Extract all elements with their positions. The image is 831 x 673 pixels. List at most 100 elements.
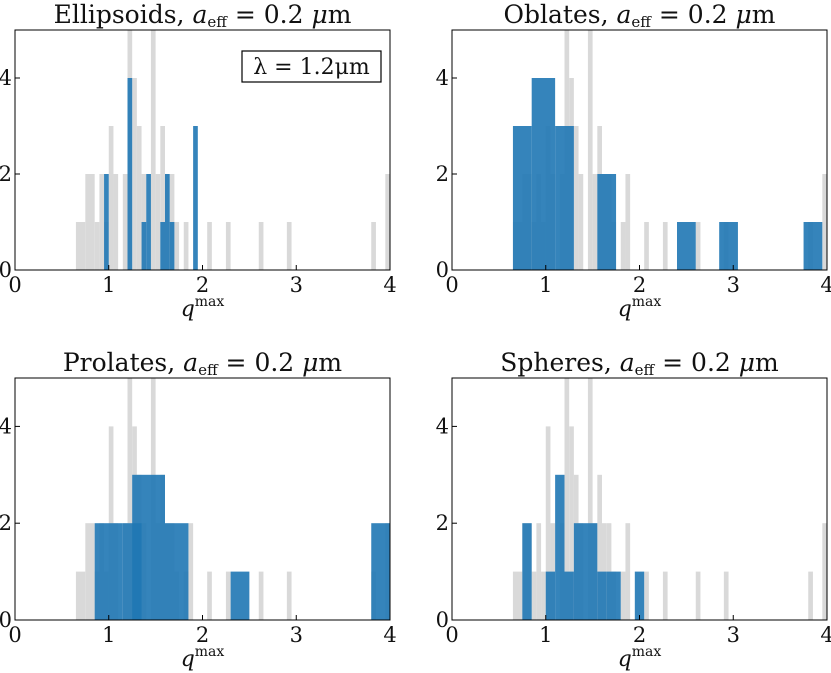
blue-bar (146, 174, 151, 270)
gray-bar (723, 571, 729, 620)
blue-bar (127, 78, 133, 270)
gray-bar (127, 378, 133, 620)
x-tick-label: 2 (196, 273, 209, 297)
x-tick-label: 4 (820, 623, 831, 647)
panel-4: 0 1 2 3 4 0 2 4 Spheres, aeff = 0.2 μm qmax (436, 348, 831, 672)
panel-title: Spheres, aeff = 0.2 μm (500, 348, 779, 379)
title-sub: eff (198, 361, 219, 379)
gray-bar (578, 174, 584, 270)
wavelength-annotation: λ = 1.2μm (253, 55, 370, 80)
title-unit: m (318, 348, 342, 377)
gray-bar (625, 523, 631, 620)
gray-bar (822, 523, 827, 620)
blue-bar (371, 523, 390, 620)
title-name: Spheres, (500, 348, 620, 377)
title-mu: μ (302, 348, 318, 377)
gray-bar (569, 426, 574, 620)
panel-title: Oblates, aeff = 0.2 μm (504, 0, 776, 31)
y-tick-label: 0 (436, 258, 449, 282)
title-eq: = 0.2 (651, 0, 736, 29)
gray-bar (113, 174, 119, 270)
blue-bar (677, 222, 696, 270)
gray-bar (695, 222, 701, 270)
y-tick-label: 2 (436, 162, 449, 186)
gray-bar (545, 426, 551, 620)
y-tick-label: 0 (0, 608, 12, 632)
x-axis-label: qmax (181, 644, 225, 672)
gray-bar (188, 523, 194, 620)
blue-bar (132, 474, 165, 620)
y-tick-label: 4 (0, 66, 12, 90)
title-var: a (620, 348, 635, 377)
blue-bar (545, 571, 556, 620)
x-tick-label: 4 (383, 273, 396, 297)
gray-bar (94, 222, 100, 270)
x-axis-label: qmax (181, 294, 225, 322)
blue-bar (597, 174, 617, 270)
x-tick-label: 2 (196, 623, 209, 647)
title-unit: m (752, 0, 776, 29)
title-sub: eff (207, 13, 228, 31)
blue-bar (555, 126, 574, 270)
gray-bar (573, 126, 579, 270)
gray-bar (75, 571, 86, 620)
gray-bar (371, 222, 376, 270)
panel-3: 0 1 2 3 4 0 2 4 Prolates, aeff = 0.2 μm qmax (0, 348, 397, 672)
y-tick-label: 2 (0, 511, 12, 535)
gray-bar (564, 378, 570, 620)
title-unit: m (755, 348, 779, 377)
gray-bar (541, 571, 546, 620)
y-tick-label: 2 (436, 511, 449, 535)
blue-bar (522, 523, 532, 620)
title-sub: eff (635, 361, 656, 379)
gray-bar (85, 523, 95, 620)
y-tick-label: 4 (0, 414, 12, 438)
gray-bar (695, 571, 701, 620)
gray-bar (136, 126, 142, 270)
gray-bar (174, 222, 180, 270)
x-tick-label: 0 (445, 273, 458, 297)
panel-title: Ellipsoids, aeff = 0.2 μm (54, 0, 352, 31)
blue-bar (104, 174, 109, 270)
gray-bar (225, 222, 231, 270)
x-axis-label: qmax (618, 644, 662, 672)
annotation-box (241, 50, 382, 83)
gray-bar (385, 174, 390, 270)
gray-bar (625, 174, 631, 270)
x-tick-label: 0 (445, 623, 458, 647)
gray-bar (85, 174, 95, 270)
title-eq: = 0.2 (654, 348, 739, 377)
gray-bar (225, 571, 231, 620)
gray-bar (587, 378, 593, 620)
panel-1: 0 1 2 3 4 0 2 4 Ellipsoids, aeff = 0.2 μm qmax λ =… (0, 0, 397, 322)
blue-bar (165, 174, 170, 270)
x-tick-label: 0 (8, 623, 21, 647)
title-mu: μ (739, 348, 755, 377)
title-mu: μ (736, 0, 752, 29)
x-tick-label: 1 (102, 273, 115, 297)
x-tick-label: 2 (633, 273, 646, 297)
gray-bar (662, 571, 668, 620)
gray-bar (662, 222, 668, 270)
title-name: Ellipsoids, (54, 0, 193, 29)
x-tick-label: 3 (290, 273, 303, 297)
title-name: Prolates, (63, 348, 183, 377)
x-tick-label: 4 (383, 623, 396, 647)
gray-bar (597, 474, 602, 620)
gray-bar (258, 222, 264, 270)
gray-bar (132, 78, 137, 270)
gray-bar (155, 174, 161, 270)
gray-bar (587, 30, 593, 270)
y-tick-label: 4 (436, 414, 449, 438)
y-tick-label: 0 (0, 258, 12, 282)
x-tick-label: 3 (290, 623, 303, 647)
blue-bar (230, 571, 250, 620)
axes-frame (451, 29, 828, 271)
blue-bar (803, 222, 823, 270)
y-tick-label: 0 (436, 608, 449, 632)
title-eq: = 0.2 (218, 348, 303, 377)
x-tick-label: 1 (102, 623, 115, 647)
x-tick-label: 2 (633, 623, 646, 647)
x-tick-label: 4 (820, 273, 831, 297)
